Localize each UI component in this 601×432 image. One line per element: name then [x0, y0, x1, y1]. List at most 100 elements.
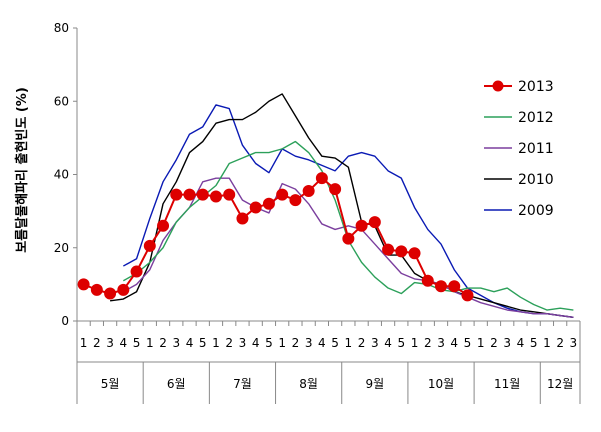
x-tick-label: 2: [93, 336, 101, 350]
x-tick-label: 2: [225, 336, 233, 350]
month-label: 8월: [299, 377, 318, 391]
x-tick-label: 1: [411, 336, 419, 350]
data-point: [421, 274, 434, 287]
x-tick-label: 1: [278, 336, 286, 350]
y-tick-label: 20: [54, 241, 69, 255]
data-point: [157, 219, 170, 232]
x-tick-label: 4: [450, 336, 458, 350]
data-point: [408, 247, 421, 260]
data-point: [77, 278, 90, 291]
data-point: [209, 190, 222, 203]
x-tick-label: 3: [371, 336, 379, 350]
x-tick-label: 3: [503, 336, 511, 350]
month-label: 11월: [494, 377, 520, 391]
legend-label: 2009: [518, 203, 554, 219]
data-point: [90, 283, 103, 296]
x-tick-label: 5: [199, 336, 207, 350]
x-tick-label: 2: [159, 336, 167, 350]
data-point: [223, 188, 236, 201]
data-point: [104, 287, 117, 300]
x-tick-label: 3: [106, 336, 114, 350]
x-tick-label: 1: [212, 336, 220, 350]
x-tick-label: 4: [252, 336, 260, 350]
y-tick-label: 40: [54, 168, 69, 182]
series-2011: [122, 177, 574, 319]
x-tick-label: 5: [464, 336, 472, 350]
month-label: 6월: [167, 377, 186, 391]
data-point: [342, 232, 355, 245]
x-tick-label: 4: [384, 336, 392, 350]
x-tick-label: 5: [397, 336, 405, 350]
data-point: [289, 194, 302, 207]
x-tick-label: 3: [570, 336, 578, 350]
x-tick-label: 5: [331, 336, 339, 350]
x-tick-label: 2: [490, 336, 498, 350]
x-tick-label: 4: [517, 336, 525, 350]
y-tick-label: 60: [54, 94, 69, 108]
y-tick-label: 0: [61, 314, 69, 328]
data-point: [448, 280, 461, 293]
x-tick-label: 1: [345, 336, 353, 350]
x-tick-label: 5: [530, 336, 538, 350]
series-2013: [77, 172, 474, 302]
data-point: [262, 197, 275, 210]
x-tick-label: 1: [543, 336, 551, 350]
x-tick-label: 4: [186, 336, 194, 350]
data-point: [302, 184, 315, 197]
data-point: [143, 239, 156, 252]
x-tick-label: 5: [265, 336, 273, 350]
legend-item-2011: 2011: [484, 141, 554, 157]
series-line: [122, 177, 574, 319]
x-tick-label: 2: [424, 336, 432, 350]
x-tick-label: 2: [556, 336, 564, 350]
data-point: [196, 188, 209, 201]
data-point: [276, 188, 289, 201]
month-label: 9월: [365, 377, 384, 391]
series-2010: [109, 93, 574, 319]
legend-item-2012: 2012: [484, 110, 554, 126]
data-point: [249, 201, 262, 214]
series-2009: [122, 104, 574, 319]
x-tick-label: 2: [358, 336, 366, 350]
data-point: [395, 245, 408, 258]
legend-marker: [492, 80, 504, 92]
legend-label: 2012: [518, 110, 554, 126]
legend: 2013 2012 2011 2010 2009: [484, 79, 554, 219]
legend-label: 2010: [518, 172, 554, 188]
legend-item-2013: 2013: [484, 79, 554, 95]
x-tick-label: 3: [239, 336, 247, 350]
data-point: [170, 188, 183, 201]
month-label: 10월: [428, 377, 454, 391]
x-tick-label: 1: [80, 336, 88, 350]
data-point: [236, 212, 249, 225]
series-line: [109, 93, 574, 319]
x-tick-label: 4: [318, 336, 326, 350]
x-tick-label: 4: [120, 336, 128, 350]
x-tick-label: 3: [305, 336, 313, 350]
y-axis-label: 보름달물해파리 출현빈도 (%): [14, 87, 30, 253]
data-point: [315, 172, 328, 185]
x-tick-label: 2: [292, 336, 300, 350]
legend-item-2009: 2009: [484, 203, 554, 219]
legend-label: 2011: [518, 141, 554, 157]
month-label: 12월: [547, 377, 573, 391]
data-point: [435, 280, 448, 293]
x-tick-label: 5: [133, 336, 141, 350]
x-tick-label: 1: [477, 336, 485, 350]
data-point: [183, 188, 196, 201]
month-label: 7월: [233, 377, 252, 391]
data-point: [329, 183, 342, 196]
series-layer: [77, 93, 574, 319]
y-tick-label: 80: [54, 21, 69, 35]
data-point: [117, 283, 130, 296]
data-point: [130, 265, 143, 278]
data-point: [368, 216, 381, 229]
month-label: 5월: [101, 377, 120, 391]
x-tick-label: 3: [437, 336, 445, 350]
x-tick-label: 1: [146, 336, 154, 350]
data-point: [382, 243, 395, 256]
legend-item-2010: 2010: [484, 172, 554, 188]
data-point: [355, 219, 368, 232]
